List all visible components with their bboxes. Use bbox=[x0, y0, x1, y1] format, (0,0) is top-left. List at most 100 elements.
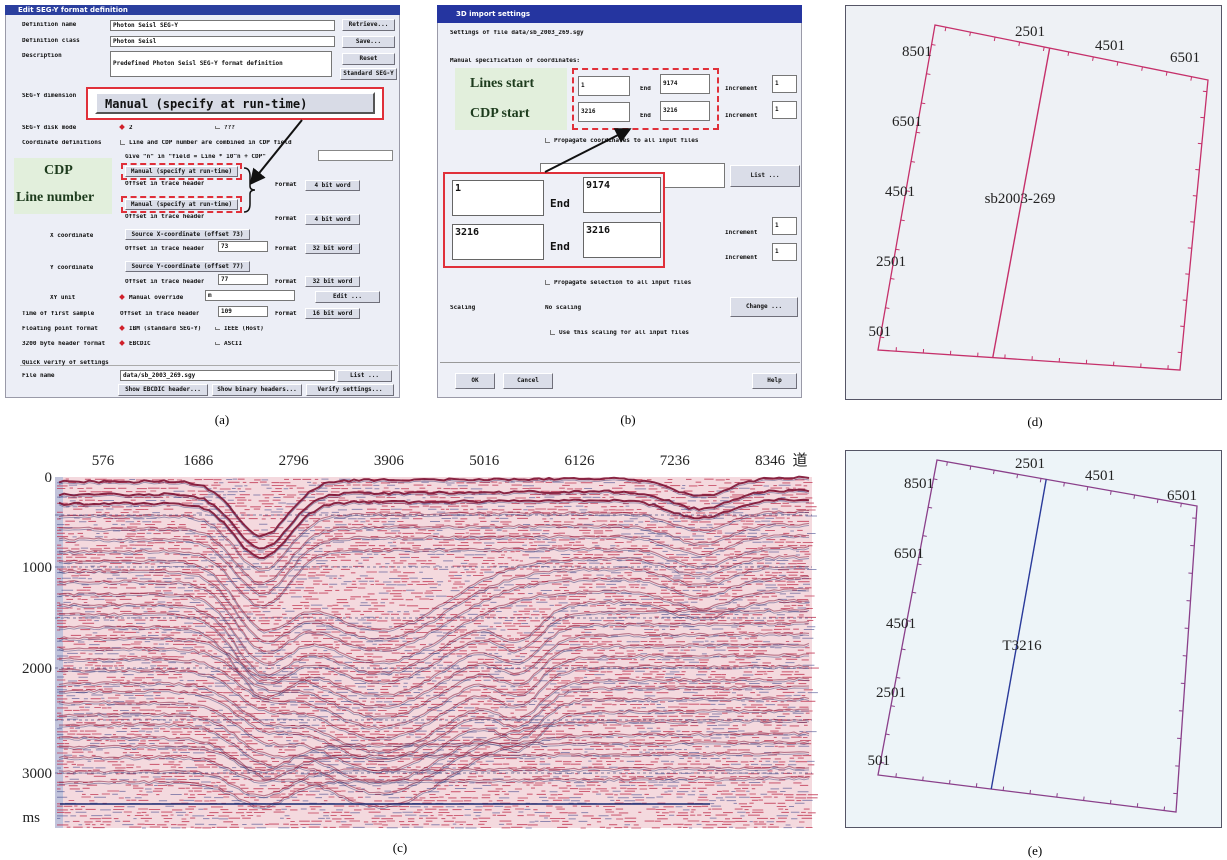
label: Format bbox=[275, 279, 297, 285]
seismic-trace bbox=[69, 485, 791, 486]
label: End bbox=[640, 113, 651, 119]
seismic-trace bbox=[85, 707, 796, 708]
reflector bbox=[59, 732, 809, 807]
seismic-trace bbox=[57, 731, 779, 732]
seismic-trace bbox=[57, 692, 818, 693]
seismic-trace bbox=[157, 560, 789, 561]
seismic-trace bbox=[94, 599, 787, 600]
reflector bbox=[59, 754, 809, 783]
seismic-trace bbox=[85, 611, 799, 612]
seismic-trace bbox=[57, 806, 786, 807]
reflector bbox=[59, 477, 809, 537]
label: Definition class bbox=[22, 38, 80, 44]
seismic-trace bbox=[69, 656, 800, 657]
seismic-trace bbox=[89, 644, 798, 645]
seismic-trace bbox=[112, 659, 761, 660]
text-field: data/sb_2003_269.sgy bbox=[120, 370, 335, 381]
button: 4 bit word bbox=[305, 214, 360, 225]
seismic-trace bbox=[80, 653, 815, 654]
seismic-trace bbox=[63, 674, 804, 675]
seismic-trace bbox=[57, 743, 811, 744]
seismic-trace bbox=[65, 821, 775, 822]
reflector bbox=[59, 643, 809, 717]
seismic-trace bbox=[100, 503, 757, 504]
seismic-trace bbox=[57, 518, 790, 519]
seismic-trace bbox=[145, 788, 792, 789]
label: Offset in trace header bbox=[125, 279, 204, 285]
reflector bbox=[59, 654, 809, 729]
seismic-trace bbox=[247, 614, 785, 615]
reflector bbox=[59, 599, 809, 675]
reflector bbox=[59, 568, 809, 643]
seismic-trace bbox=[194, 773, 779, 774]
label: SEG-Y dimension bbox=[22, 93, 76, 99]
seismic-trace bbox=[195, 725, 786, 726]
seismic-trace bbox=[57, 614, 804, 615]
radio-option: ??? bbox=[224, 125, 235, 131]
label: Increment bbox=[725, 86, 758, 92]
seismic-trace bbox=[73, 509, 815, 510]
label: Offset in trace header bbox=[125, 181, 204, 187]
label: Give "n" in "field = Line * 10^n + CDP" bbox=[125, 154, 266, 160]
seismic-trace bbox=[68, 680, 747, 681]
seismic-trace bbox=[77, 590, 797, 591]
seismic-trace bbox=[57, 656, 719, 657]
text-field: 9174 bbox=[660, 74, 710, 94]
seismic-trace bbox=[66, 599, 808, 600]
annotation: Lines start bbox=[470, 76, 534, 92]
seismic-trace bbox=[67, 827, 813, 828]
label: Scaling bbox=[450, 305, 475, 311]
reflector bbox=[59, 699, 809, 773]
seismic-trace bbox=[68, 482, 812, 483]
text-field: 1 bbox=[772, 243, 797, 261]
x-tick-label: 7236 bbox=[660, 453, 691, 469]
seismic-trace bbox=[57, 701, 815, 702]
y-tick-label: 2000 bbox=[22, 661, 52, 677]
seismic-trace bbox=[62, 578, 711, 579]
x-tick-label: 1686 bbox=[183, 453, 214, 469]
seismic-trace bbox=[64, 527, 713, 528]
seismic-trace bbox=[122, 716, 785, 717]
seismic-trace bbox=[96, 650, 804, 651]
seismic-trace bbox=[57, 788, 755, 789]
checkbox-option: Propagate selection to all input files bbox=[554, 280, 691, 286]
seismic-trace bbox=[57, 773, 814, 774]
seismic-trace bbox=[165, 722, 703, 723]
seismic-trace bbox=[72, 683, 807, 684]
button: 16 bit word bbox=[305, 308, 360, 319]
label: Description bbox=[22, 53, 62, 59]
button: Show binary headers... bbox=[212, 384, 302, 396]
seismic-trace bbox=[57, 515, 817, 516]
seismic-trace bbox=[57, 680, 810, 681]
text-field: 3216 bbox=[452, 224, 544, 260]
seismic-trace bbox=[107, 791, 777, 792]
seismic-trace bbox=[57, 791, 809, 792]
x-axis-unit: 道 bbox=[792, 452, 807, 469]
seismic-trace bbox=[57, 695, 805, 696]
seismic-trace bbox=[90, 743, 760, 744]
reflector bbox=[59, 537, 809, 596]
seismic-trace bbox=[69, 605, 767, 606]
seismic-trace bbox=[75, 563, 806, 564]
reflector bbox=[59, 576, 809, 652]
input-field bbox=[318, 150, 393, 161]
reflector bbox=[59, 741, 809, 771]
seismic-trace bbox=[57, 551, 799, 552]
y-tick-label: 0 bbox=[45, 470, 53, 486]
seismic-trace bbox=[57, 650, 726, 651]
reflector bbox=[59, 622, 809, 698]
seismic-trace bbox=[64, 662, 795, 663]
seismic-trace bbox=[57, 728, 724, 729]
radio-option: IBM (standard SEG-Y) bbox=[129, 326, 201, 332]
seismic-trace bbox=[57, 629, 799, 630]
seismic-trace bbox=[129, 479, 631, 480]
seismic-trace bbox=[57, 734, 806, 735]
label: Format bbox=[275, 246, 297, 252]
reflector bbox=[59, 501, 809, 560]
seismic-trace bbox=[94, 758, 756, 759]
seismic-trace bbox=[57, 620, 813, 621]
seismic-trace bbox=[57, 824, 774, 825]
seismic-trace bbox=[57, 671, 799, 672]
seismic-trace bbox=[127, 806, 794, 807]
seismic-trace bbox=[90, 818, 812, 819]
